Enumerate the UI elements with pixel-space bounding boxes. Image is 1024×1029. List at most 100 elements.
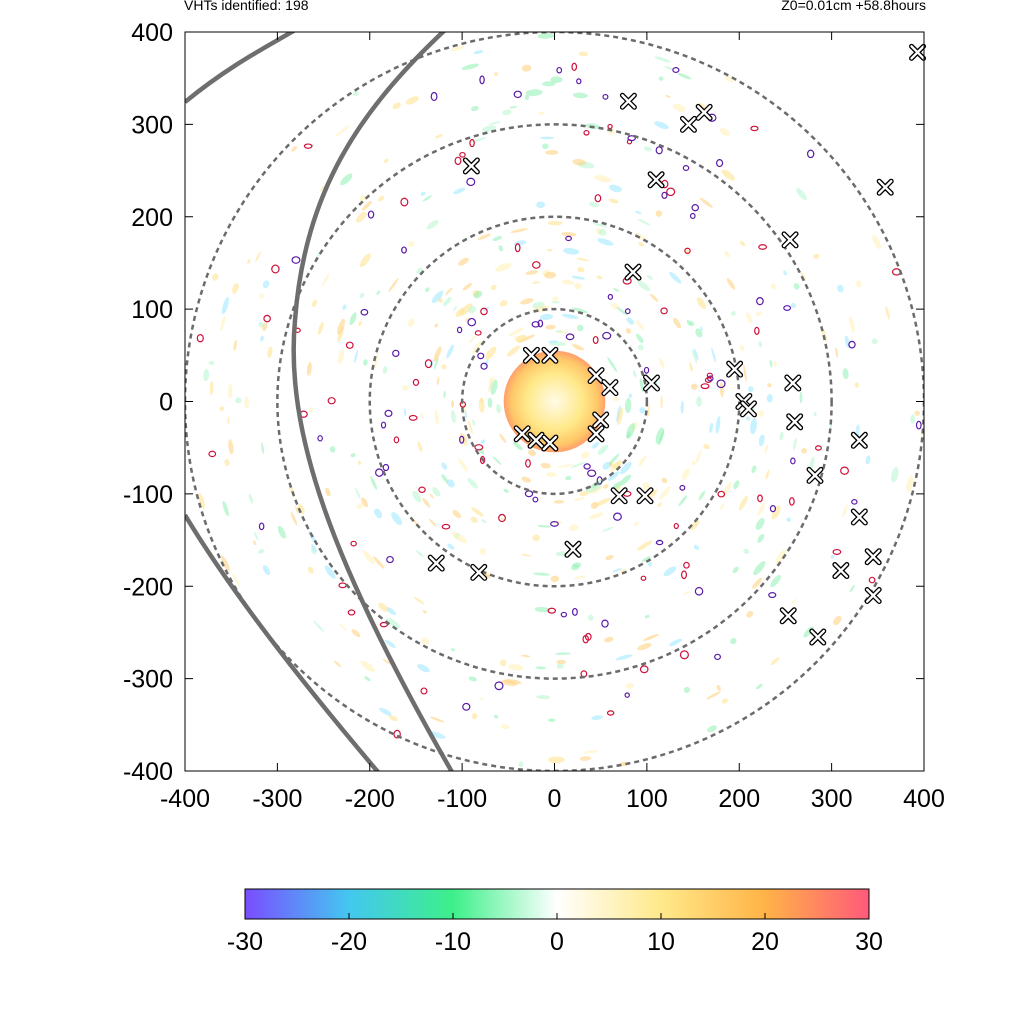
field-texture	[383, 158, 389, 163]
vht-marker-fill	[865, 588, 881, 603]
field-texture	[771, 505, 781, 520]
vht-marker	[781, 231, 799, 249]
field-texture	[335, 125, 350, 137]
colorbar-tick-label: 30	[855, 928, 883, 956]
contour	[384, 409, 393, 418]
field-texture	[547, 718, 556, 722]
field-texture	[510, 228, 528, 233]
field-texture	[220, 315, 226, 332]
field-texture	[545, 472, 557, 478]
field-texture	[755, 518, 765, 531]
vht-marker	[624, 263, 642, 281]
field-texture	[467, 419, 473, 434]
field-texture	[525, 270, 539, 275]
contour	[607, 293, 614, 300]
vht-marker	[564, 540, 582, 558]
field-texture	[561, 231, 577, 237]
field-texture	[724, 75, 734, 83]
contour	[462, 702, 471, 711]
run-info-label: Z0=0.01cm +58.8hours	[781, 0, 926, 13]
field-texture	[765, 469, 770, 480]
contour	[392, 349, 400, 358]
vht-marker-fill	[878, 179, 893, 195]
field-texture	[733, 480, 740, 490]
field-texture	[632, 370, 637, 378]
field-texture	[422, 498, 431, 508]
field-texture	[750, 418, 757, 435]
contour	[345, 341, 354, 349]
field-texture	[572, 344, 585, 351]
field-texture	[885, 306, 890, 320]
colorbar-tick-label: 0	[550, 928, 564, 956]
track-line	[185, 513, 380, 771]
contour	[832, 548, 842, 555]
field-texture	[743, 548, 750, 554]
field-texture	[719, 503, 725, 510]
field-texture	[748, 386, 754, 393]
field-texture	[212, 273, 219, 281]
field-texture	[502, 109, 512, 116]
field-texture	[579, 756, 592, 761]
field-texture	[382, 658, 393, 666]
contour	[393, 436, 400, 444]
field-texture	[683, 590, 689, 596]
field-texture	[572, 92, 588, 99]
field-texture	[793, 437, 797, 451]
field-texture	[673, 317, 681, 329]
field-texture	[758, 341, 763, 348]
field-texture	[417, 441, 423, 452]
field-texture	[500, 724, 510, 730]
contour	[643, 366, 650, 374]
field-texture	[490, 284, 497, 291]
field-texture	[625, 328, 631, 334]
field-texture	[568, 524, 579, 531]
field-texture	[766, 394, 773, 403]
field-texture	[450, 648, 455, 652]
vht-marker-fill	[625, 264, 641, 280]
field-texture	[842, 504, 848, 518]
field-texture	[531, 281, 541, 284]
field-texture	[374, 508, 383, 519]
field-texture	[672, 103, 686, 112]
field-texture	[253, 540, 257, 546]
contour	[441, 523, 451, 530]
vht-count-label: VHTs identified: 198	[184, 0, 309, 13]
field-texture	[392, 102, 401, 110]
contour	[915, 420, 922, 430]
contour	[607, 123, 613, 130]
field-texture	[277, 525, 286, 539]
field-texture	[503, 679, 522, 685]
field-texture	[596, 275, 603, 280]
contour	[571, 62, 578, 71]
field-texture	[537, 524, 552, 528]
field-texture	[607, 471, 620, 481]
field-texture	[412, 490, 422, 503]
field-texture	[324, 565, 336, 579]
field-texture	[295, 506, 299, 514]
field-texture	[550, 76, 563, 83]
contour	[627, 135, 636, 142]
field-texture	[830, 554, 835, 559]
field-texture	[451, 45, 465, 52]
field-texture	[626, 423, 635, 439]
field-texture	[706, 691, 721, 700]
vht-marker	[832, 562, 850, 580]
contour	[271, 264, 280, 274]
field-texture	[451, 400, 455, 408]
field-texture	[690, 383, 698, 390]
field-texture	[612, 396, 619, 402]
field-texture	[311, 299, 318, 308]
field-texture	[547, 220, 563, 226]
field-texture	[647, 403, 650, 419]
contour	[393, 729, 401, 739]
field-texture	[572, 159, 587, 166]
field-texture	[428, 518, 437, 527]
field-texture	[441, 462, 448, 470]
field-texture	[354, 487, 361, 500]
field-texture	[654, 56, 671, 63]
field-texture	[386, 607, 397, 616]
field-texture	[677, 72, 692, 80]
field-texture	[232, 573, 241, 587]
vht-marker	[809, 628, 827, 646]
vht-marker	[470, 563, 488, 581]
